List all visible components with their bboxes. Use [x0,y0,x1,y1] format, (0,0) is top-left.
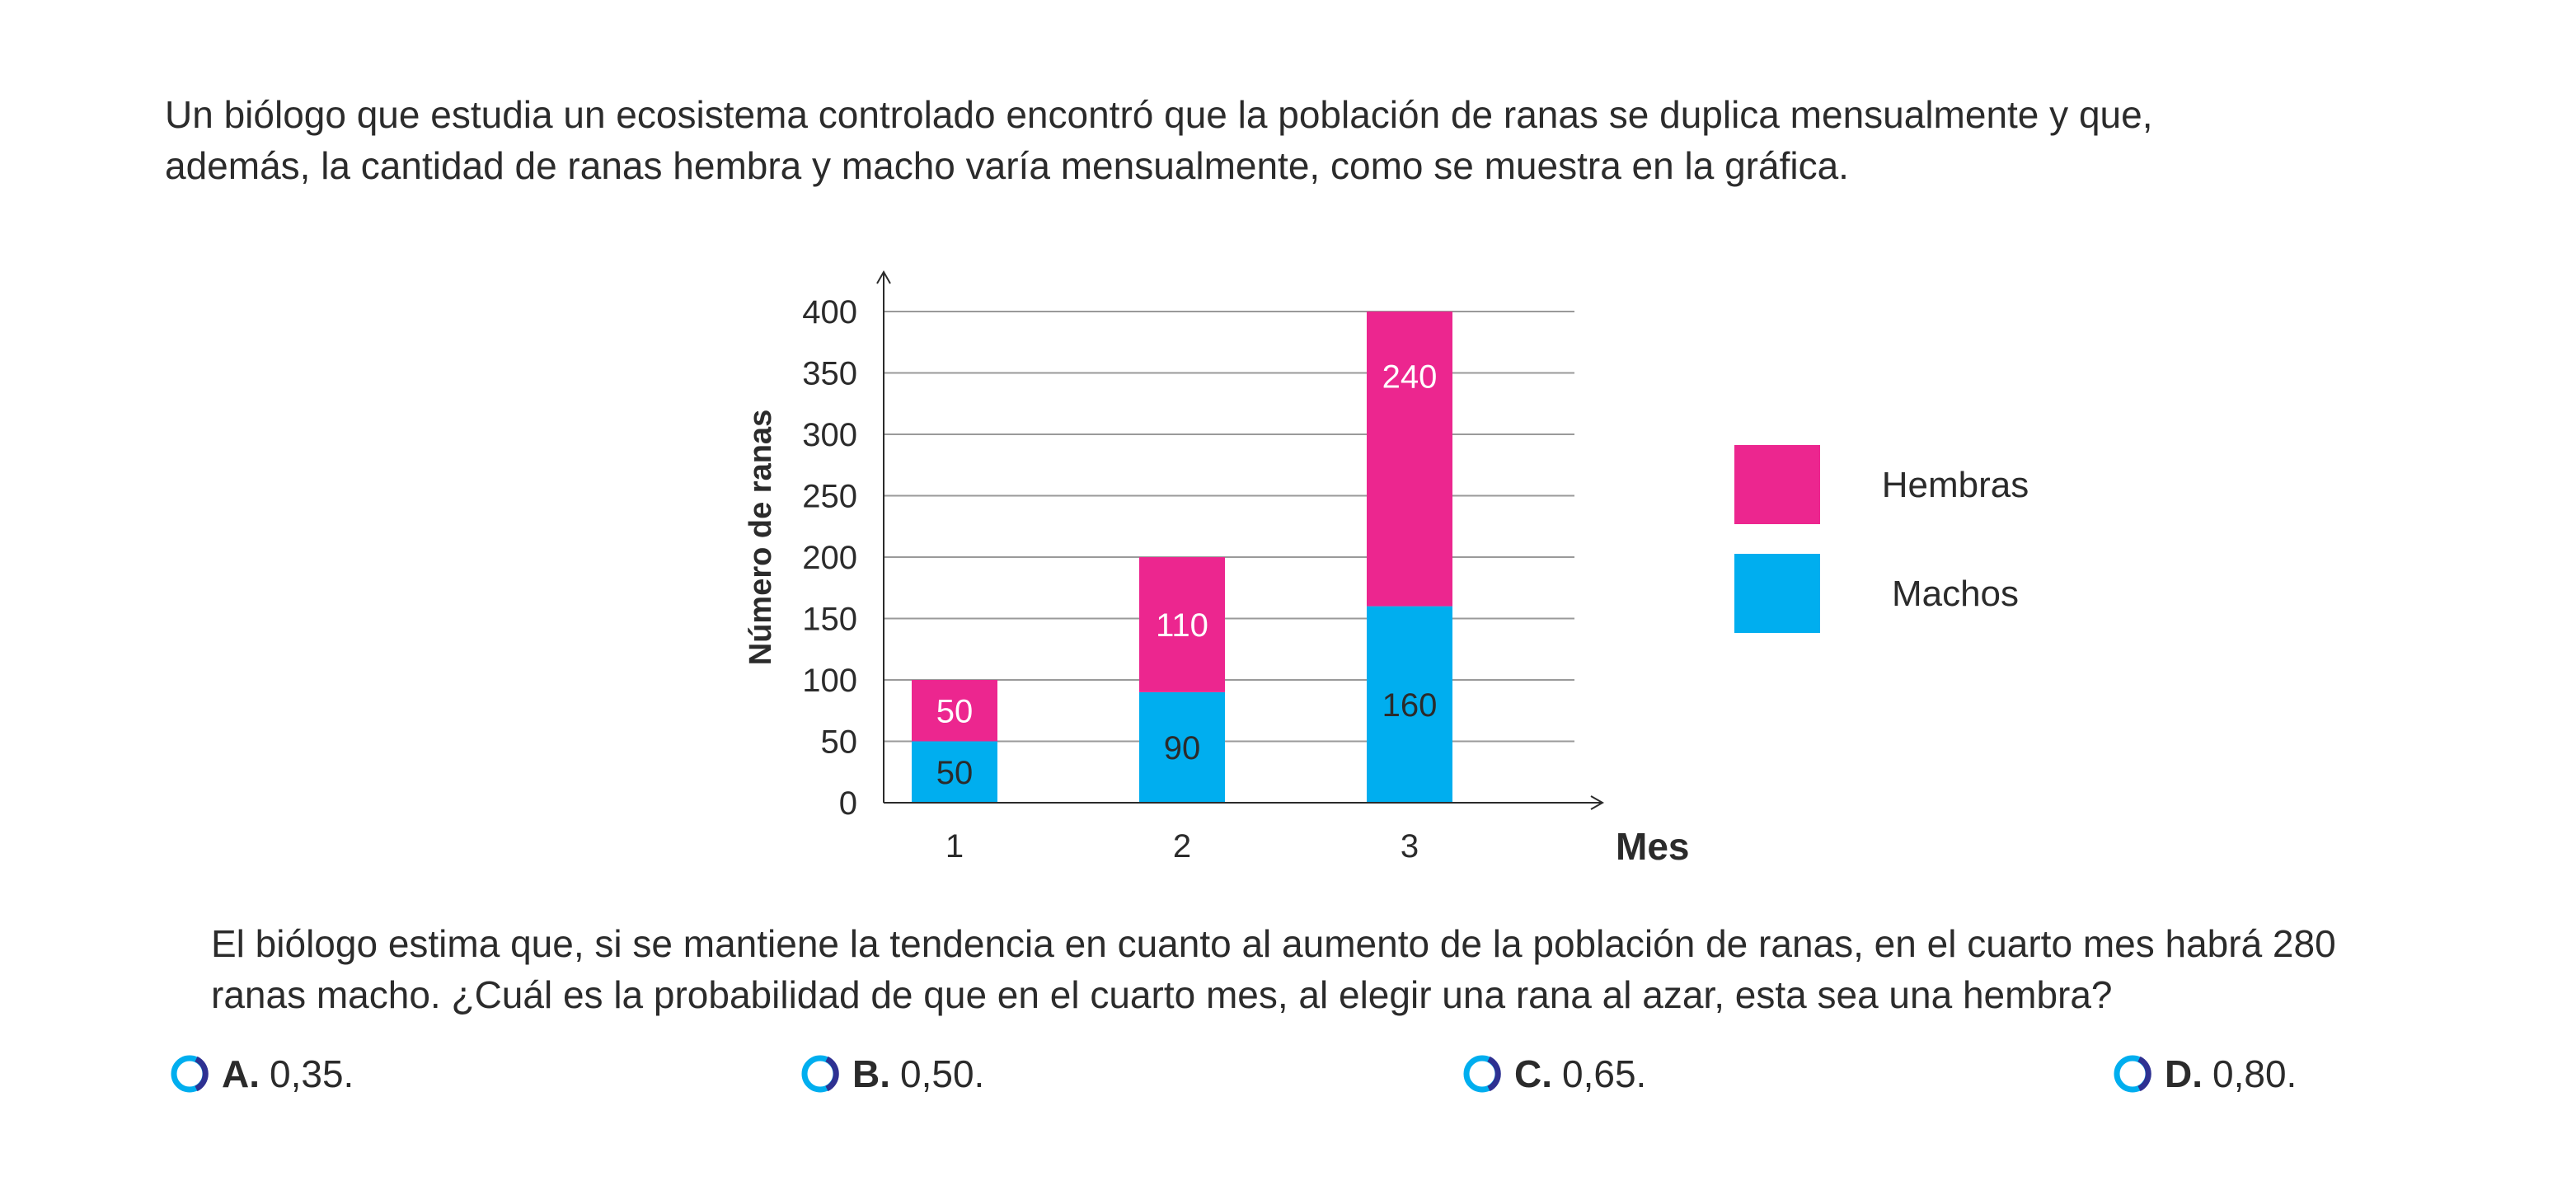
y-tick-label: 400 [802,294,857,330]
bar-hembras-3 [1367,312,1452,607]
option-letter: A. [222,1052,260,1095]
x-axis-title: Mes [1616,825,1689,868]
intro-line-2: además, la cantidad de ranas hembra y ma… [165,144,1849,187]
option-letter: B. [852,1052,890,1095]
y-tick-label: 50 [821,724,858,761]
y-tick-label: 100 [802,663,857,699]
y-tick-label: 150 [802,602,857,638]
legend-swatch-hembras [1734,445,1820,524]
data-label: 240 [1382,359,1438,396]
y-axis-arrow [876,269,891,284]
radio-icon[interactable] [169,1053,210,1094]
x-tick-label: 2 [1173,828,1191,865]
bar-hembras-2 [1139,557,1225,692]
x-axis-arrow [1590,795,1605,810]
intro-line-1: Un biólogo que estudia un ecosistema con… [165,93,2153,136]
option-value: 0,50. [900,1052,985,1095]
data-label: 50 [936,693,974,729]
x-tick-label: 1 [945,828,964,865]
y-tick-label: 200 [802,540,857,576]
data-label: 90 [1164,730,1201,766]
bar-machos-3 [1367,606,1452,803]
data-label: 160 [1382,687,1438,724]
option-b[interactable]: B. 0,50. [800,1045,984,1103]
option-value: 0,80. [2212,1052,2297,1095]
intro-text: Un biólogo que estudia un ecosistema con… [165,89,2432,191]
option-value: 0,65. [1562,1052,1647,1095]
data-label: 110 [1156,607,1208,644]
x-tick-label: 3 [1401,828,1419,865]
legend-label: Machos [1892,574,2019,614]
option-a[interactable]: A. 0,35. [169,1045,354,1103]
y-tick-label: 300 [802,417,857,453]
option-letter: C. [1514,1052,1552,1095]
radio-icon[interactable] [1462,1053,1503,1094]
legend-label: Hembras [1882,465,2029,505]
bar-hembras-1 [912,680,997,742]
option-letter: D. [2165,1052,2203,1095]
option-d[interactable]: D. 0,80. [2112,1045,2297,1103]
question-text: El biólogo estima que, si se mantiene la… [211,918,2519,1020]
stacked-bar-chart: 0 50 100 150 200 250 300 350 400 50 50 1 90 110 2 160 24… [744,269,2029,868]
radio-icon[interactable] [2112,1053,2153,1094]
legend-swatch-machos [1734,554,1820,633]
bar-machos-1 [912,741,997,803]
question-line-2: ranas macho. ¿Cuál es la probabilidad de… [211,973,2113,1016]
bar-machos-2 [1139,691,1225,803]
option-c[interactable]: C. 0,65. [1462,1045,1646,1103]
question-line-1: El biólogo estima que, si se mantiene la… [211,922,2336,965]
y-tick-label: 0 [839,785,857,822]
radio-icon[interactable] [800,1053,841,1094]
option-value: 0,35. [270,1052,354,1095]
y-tick-label: 250 [802,479,857,515]
y-tick-label: 350 [802,356,857,392]
y-axis-title: Número de ranas [744,410,778,665]
data-label: 50 [936,755,974,791]
